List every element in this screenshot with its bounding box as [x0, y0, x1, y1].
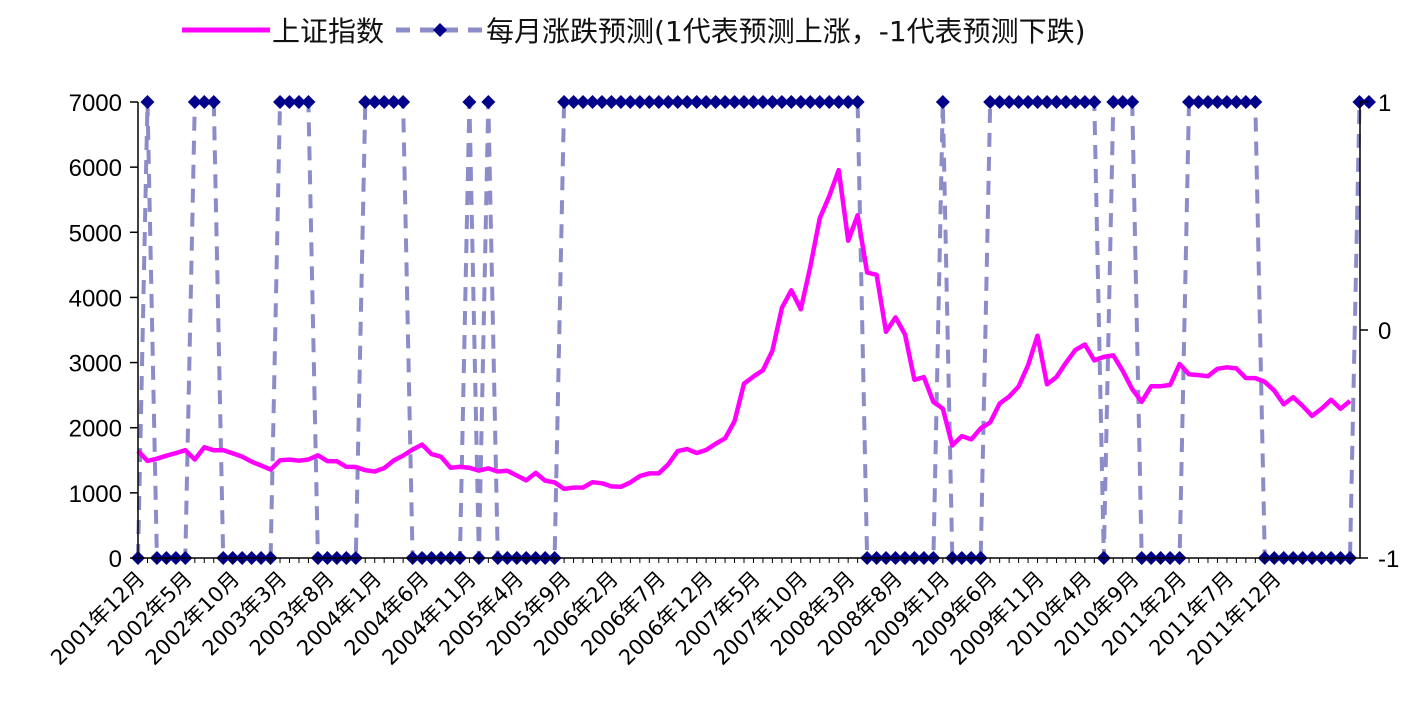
y-left-tick-label: 3000 [69, 351, 122, 378]
forecast-point [793, 95, 808, 109]
forecast-point [632, 95, 647, 109]
forecast-point [282, 95, 297, 109]
forecast-point [481, 95, 496, 109]
y-right-tick-label: 0 [1378, 318, 1391, 345]
forecast-point [613, 95, 628, 109]
forecast-point [1200, 95, 1215, 109]
forecast-point [557, 95, 572, 109]
forecast-point [1191, 95, 1206, 109]
forecast-point [604, 95, 619, 109]
forecast-point [187, 95, 202, 109]
forecast-point [1011, 95, 1026, 109]
forecast-point [1125, 95, 1140, 109]
forecast-point [746, 95, 761, 109]
forecast-point [755, 95, 770, 109]
index-series [136, 167, 1352, 492]
chart-axes: 01000200030004000500060007000-1012001年12… [46, 90, 1399, 670]
legend-item-index: 上证指数 [180, 10, 384, 50]
forecast-point [1229, 95, 1244, 109]
forecast-point [774, 95, 789, 109]
forecast-point [1238, 95, 1253, 109]
forecast-point [765, 95, 780, 109]
forecast-point [1021, 95, 1036, 109]
y-left-tick-label: 7000 [69, 90, 122, 117]
forecast-point [1087, 95, 1102, 109]
forecast-point [689, 95, 704, 109]
forecast-point [661, 95, 676, 109]
forecast-point [642, 95, 657, 109]
forecast-point [273, 95, 288, 109]
forecast-point [1068, 95, 1083, 109]
forecast-point [718, 95, 733, 109]
forecast-series [131, 95, 1376, 565]
forecast-point [566, 95, 581, 109]
forecast-point [680, 95, 695, 109]
forecast-point [1077, 95, 1092, 109]
forecast-point [197, 95, 212, 109]
forecast-point [377, 95, 392, 109]
y-left-tick-label: 5000 [69, 220, 122, 247]
forecast-point [812, 95, 827, 109]
forecast-point [1058, 95, 1073, 109]
forecast-point [822, 95, 837, 109]
forecast-point [1049, 95, 1064, 109]
forecast-point [396, 95, 411, 109]
forecast-point [651, 95, 666, 109]
forecast-point [935, 95, 950, 109]
forecast-point [699, 95, 714, 109]
forecast-point [850, 95, 865, 109]
chart-legend: 上证指数 每月涨跌预测(1代表预测上涨，-1代表预测下跌) [180, 10, 1086, 50]
forecast-point [291, 95, 306, 109]
forecast-point [1210, 95, 1225, 109]
index-line [136, 167, 1352, 492]
forecast-point [803, 95, 818, 109]
y-left-tick-label: 2000 [69, 416, 122, 443]
forecast-point [1002, 95, 1017, 109]
forecast-point [1361, 95, 1376, 109]
forecast-point [1182, 95, 1197, 109]
y-left-tick-label: 1000 [69, 481, 122, 508]
y-left-tick-label: 6000 [69, 155, 122, 182]
forecast-point [670, 95, 685, 109]
y-left-tick-label: 4000 [69, 285, 122, 312]
forecast-point [1248, 95, 1263, 109]
forecast-point [358, 95, 373, 109]
forecast-point [386, 95, 401, 109]
forecast-point [784, 95, 799, 109]
forecast-point [727, 95, 742, 109]
forecast-point [367, 95, 382, 109]
forecast-point [585, 95, 600, 109]
forecast-point [623, 95, 638, 109]
forecast-point [301, 95, 316, 109]
forecast-point [831, 95, 846, 109]
y-left-tick-label: 0 [109, 546, 122, 573]
forecast-point [992, 95, 1007, 109]
forecast-point [1030, 95, 1045, 109]
y-right-tick-label: -1 [1378, 546, 1399, 573]
forecast-point [594, 95, 609, 109]
forecast-point [206, 95, 221, 109]
forecast-point [708, 95, 723, 109]
legend-swatch-index [182, 27, 270, 33]
forecast-point [1040, 95, 1054, 109]
forecast-point [1115, 95, 1130, 109]
forecast-point [140, 95, 155, 109]
forecast-point [983, 95, 998, 109]
legend-swatch-forecast [396, 23, 485, 37]
forecast-point [841, 95, 856, 109]
legend-item-forecast: 每月涨跌预测(1代表预测上涨，-1代表预测下跌) [394, 10, 1086, 50]
forecast-point [576, 95, 591, 109]
forecast-line [136, 100, 1369, 560]
forecast-point [737, 95, 751, 109]
legend-label-forecast: 每月涨跌预测(1代表预测上涨，-1代表预测下跌) [486, 15, 1086, 48]
forecast-point [1106, 95, 1121, 109]
forecast-point [1219, 95, 1234, 109]
y-right-tick-label: 1 [1378, 90, 1391, 117]
forecast-point [462, 95, 477, 109]
legend-label-index: 上证指数 [272, 15, 385, 48]
